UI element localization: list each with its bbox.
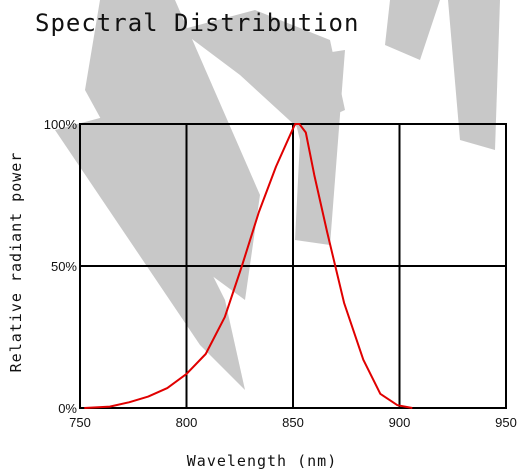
x-tick-label: 900 bbox=[389, 415, 411, 430]
x-tick-label: 850 bbox=[282, 415, 304, 430]
x-tick-label: 950 bbox=[495, 415, 517, 430]
x-axis-label: Wavelength (nm) bbox=[186, 452, 338, 470]
y-tick-label: 0% bbox=[58, 401, 77, 416]
y-tick-label: 50% bbox=[51, 259, 77, 274]
y-tick-label: 100% bbox=[44, 117, 78, 132]
spectrum-curve bbox=[84, 123, 413, 409]
x-tick-label: 750 bbox=[69, 415, 91, 430]
chart-title: Spectral Distribution bbox=[35, 9, 360, 37]
plot-frame bbox=[79, 123, 507, 409]
x-tick-label: 800 bbox=[176, 415, 198, 430]
y-axis-label: Relative radiant power bbox=[7, 151, 25, 373]
